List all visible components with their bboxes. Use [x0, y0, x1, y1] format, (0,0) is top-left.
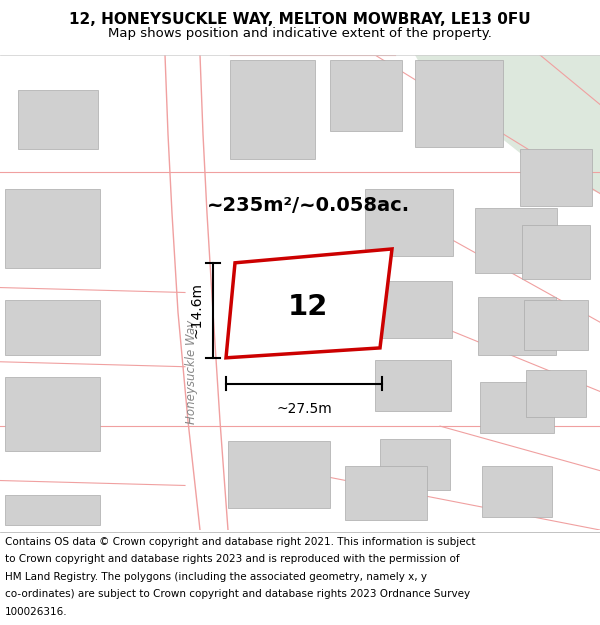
Text: Honeysuckle Way: Honeysuckle Way — [185, 319, 199, 424]
Polygon shape — [230, 60, 315, 159]
Polygon shape — [5, 496, 100, 525]
Text: 100026316.: 100026316. — [5, 607, 67, 617]
Polygon shape — [475, 208, 557, 272]
Polygon shape — [5, 301, 100, 355]
Polygon shape — [375, 360, 451, 411]
Text: 12: 12 — [288, 293, 328, 321]
Polygon shape — [480, 381, 554, 433]
Text: Contains OS data © Crown copyright and database right 2021. This information is : Contains OS data © Crown copyright and d… — [5, 537, 475, 547]
Text: co-ordinates) are subject to Crown copyright and database rights 2023 Ordnance S: co-ordinates) are subject to Crown copyr… — [5, 589, 470, 599]
Polygon shape — [524, 301, 588, 350]
Text: to Crown copyright and database rights 2023 and is reproduced with the permissio: to Crown copyright and database rights 2… — [5, 554, 460, 564]
Polygon shape — [520, 149, 592, 206]
Polygon shape — [5, 377, 100, 451]
Polygon shape — [226, 249, 392, 357]
Polygon shape — [365, 189, 453, 256]
Polygon shape — [18, 89, 98, 149]
Text: ~27.5m: ~27.5m — [276, 402, 332, 416]
Polygon shape — [482, 466, 552, 517]
Polygon shape — [522, 225, 590, 279]
Text: 12, HONEYSUCKLE WAY, MELTON MOWBRAY, LE13 0FU: 12, HONEYSUCKLE WAY, MELTON MOWBRAY, LE1… — [69, 12, 531, 27]
Polygon shape — [415, 60, 503, 147]
Polygon shape — [5, 189, 100, 268]
Text: HM Land Registry. The polygons (including the associated geometry, namely x, y: HM Land Registry. The polygons (includin… — [5, 572, 427, 582]
Text: ~14.6m: ~14.6m — [189, 282, 203, 338]
Polygon shape — [478, 298, 556, 355]
Polygon shape — [415, 55, 600, 194]
Polygon shape — [526, 369, 586, 418]
Polygon shape — [380, 439, 450, 491]
Polygon shape — [345, 466, 427, 520]
Polygon shape — [370, 281, 452, 338]
Text: ~235m²/~0.058ac.: ~235m²/~0.058ac. — [206, 196, 410, 215]
Polygon shape — [228, 441, 330, 508]
Polygon shape — [330, 60, 402, 131]
Text: Map shows position and indicative extent of the property.: Map shows position and indicative extent… — [108, 27, 492, 39]
